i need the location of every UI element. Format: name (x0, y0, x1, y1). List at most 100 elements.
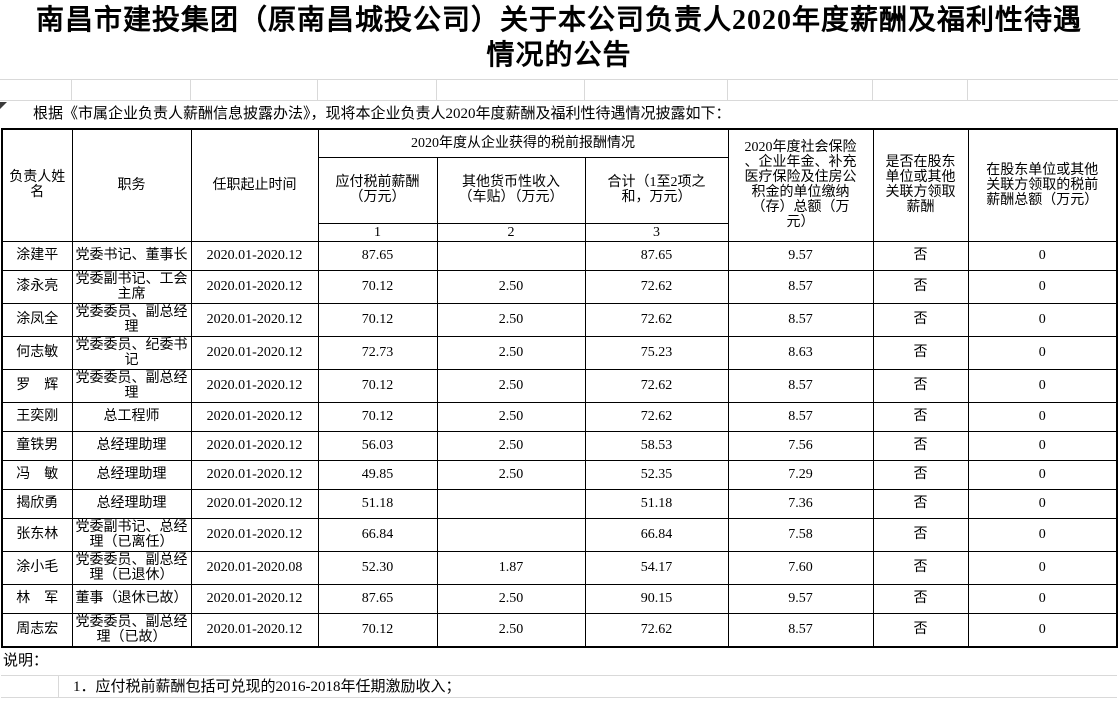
cell-related-amount: 0 (967, 488, 1118, 519)
cell-position: 党委副书记、总经理（已离任） (71, 517, 192, 552)
cell-term: 2020.01-2020.12 (190, 459, 319, 490)
cell-related-amount: 0 (967, 335, 1118, 370)
header-name: 负责人姓 名 (1, 128, 73, 242)
header-position: 职务 (71, 128, 192, 242)
table-row: 揭欣勇 总经理助理 2020.01-2020.12 51.18 51.18 7.… (1, 488, 1118, 519)
header-term: 任职起止时间 (190, 128, 319, 242)
cell-related-pay: 否 (872, 517, 969, 552)
cell-total: 75.23 (584, 335, 729, 370)
cell-related-pay: 否 (872, 583, 969, 614)
cell-pretax-salary: 70.12 (317, 269, 438, 304)
cell-related-amount: 0 (967, 459, 1118, 490)
gridline-cell (728, 80, 873, 100)
cell-social-insurance: 9.57 (727, 240, 874, 271)
cell-other-income: 1.87 (436, 550, 586, 585)
table-row: 涂小毛 党委委员、副总经理（已退休） 2020.01-2020.08 52.30… (1, 550, 1118, 585)
table-row: 林 军 董事（退休已故） 2020.01-2020.12 87.65 2.50 … (1, 583, 1118, 614)
cell-total: 72.62 (584, 368, 729, 403)
cell-total: 52.35 (584, 459, 729, 490)
table-row: 冯 敏 总经理助理 2020.01-2020.12 49.85 2.50 52.… (1, 459, 1118, 490)
page-title: 南昌市建投集团（原南昌城投公司）关于本公司负责人2020年度薪酬及福利性待遇 情… (0, 3, 1118, 73)
intro-text: 根据《市属企业负责人薪酬信息披露办法》，现将本企业负责人2020年度薪酬及福利性… (33, 106, 731, 122)
cell-social-insurance: 8.57 (727, 269, 874, 304)
cell-related-pay: 否 (872, 550, 969, 585)
note-item-text: 1．应付税前薪酬包括可兑现的2016-2018年任期激励收入； (73, 678, 461, 695)
cell-other-income: 2.50 (436, 459, 586, 490)
gridline-cell (191, 80, 318, 100)
note-indent-cell (1, 675, 59, 697)
header-col-number-1: 1 (317, 222, 438, 242)
cell-related-amount: 0 (967, 550, 1118, 585)
cell-total: 90.15 (584, 583, 729, 614)
cell-related-pay: 否 (872, 401, 969, 432)
table-row: 王奕刚 总工程师 2020.01-2020.12 70.12 2.50 72.6… (1, 401, 1118, 432)
table-row: 罗 辉 党委委员、副总经理 2020.01-2020.12 70.12 2.50… (1, 368, 1118, 403)
cell-social-insurance: 8.57 (727, 302, 874, 337)
cell-social-insurance: 8.57 (727, 401, 874, 432)
cell-name: 漆永亮 (1, 269, 73, 304)
cell-term: 2020.01-2020.12 (190, 368, 319, 403)
cell-position: 党委书记、董事长 (71, 240, 192, 271)
cell-other-income (436, 517, 586, 552)
cell-related-pay: 否 (872, 368, 969, 403)
cell-related-amount: 0 (967, 612, 1118, 647)
note-item-row: 1．应付税前薪酬包括可兑现的2016-2018年任期激励收入； (1, 674, 1117, 698)
gridline-cell (72, 80, 191, 100)
cell-other-income: 2.50 (436, 368, 586, 403)
header-related-pay: 是否在股东 单位或其他 关联方领取 薪酬 (872, 128, 969, 242)
header-social-insurance: 2020年度社会保险 、企业年金、补充 医疗保险及住房公 积金的单位缴纳 （存）… (727, 128, 874, 242)
cell-other-income (436, 240, 586, 271)
cell-position: 总经理助理 (71, 459, 192, 490)
cell-position: 董事（退休已故） (71, 583, 192, 614)
table-row: 何志敏 党委委员、纪委书记 2020.01-2020.12 72.73 2.50… (1, 335, 1118, 370)
salary-table-section: 负责人姓 名 职务 任职起止时间 2020年度从企业获得的税前报酬情况 2020… (1, 128, 1118, 698)
cell-total: 54.17 (584, 550, 729, 585)
cell-social-insurance: 7.29 (727, 459, 874, 490)
cell-name: 罗 辉 (1, 368, 73, 403)
table-row: 童铁男 总经理助理 2020.01-2020.12 56.03 2.50 58.… (1, 430, 1118, 461)
cell-total: 87.65 (584, 240, 729, 271)
cell-related-amount: 0 (967, 302, 1118, 337)
cell-pretax-salary: 70.12 (317, 368, 438, 403)
salary-table: 负责人姓 名 职务 任职起止时间 2020年度从企业获得的税前报酬情况 2020… (1, 128, 1118, 648)
cell-social-insurance: 9.57 (727, 583, 874, 614)
cell-name: 王奕刚 (1, 401, 73, 432)
cell-other-income (436, 488, 586, 519)
cell-position: 党委委员、纪委书记 (71, 335, 192, 370)
gridline-cell (0, 80, 72, 100)
cell-position: 总经理助理 (71, 488, 192, 519)
cell-related-pay: 否 (872, 459, 969, 490)
cell-other-income: 2.50 (436, 430, 586, 461)
cell-total: 51.18 (584, 488, 729, 519)
cell-related-amount: 0 (967, 269, 1118, 304)
cell-term: 2020.01-2020.12 (190, 240, 319, 271)
header-other-income: 其他货币性收入 （车贴）（万元） (436, 156, 586, 224)
cell-position: 党委副书记、工会主席 (71, 269, 192, 304)
cell-position: 总经理助理 (71, 430, 192, 461)
cell-related-amount: 0 (967, 240, 1118, 271)
cell-pretax-salary: 52.30 (317, 550, 438, 585)
cell-other-income: 2.50 (436, 302, 586, 337)
cell-pretax-salary: 72.73 (317, 335, 438, 370)
header-total: 合计（1至2项之 和，万元） (584, 156, 729, 224)
gridline-cell (968, 80, 1118, 100)
cell-related-pay: 否 (872, 269, 969, 304)
cell-related-amount: 0 (967, 430, 1118, 461)
cell-pretax-salary: 70.12 (317, 612, 438, 647)
table-row: 张东林 党委副书记、总经理（已离任） 2020.01-2020.12 66.84… (1, 517, 1118, 552)
cell-pretax-salary: 70.12 (317, 401, 438, 432)
cell-social-insurance: 8.57 (727, 368, 874, 403)
cell-position: 党委委员、副总经理（已故） (71, 612, 192, 647)
cell-other-income: 2.50 (436, 401, 586, 432)
cell-term: 2020.01-2020.12 (190, 583, 319, 614)
cell-related-pay: 否 (872, 430, 969, 461)
cell-position: 总工程师 (71, 401, 192, 432)
cell-term: 2020.01-2020.12 (190, 269, 319, 304)
cell-name: 张东林 (1, 517, 73, 552)
cell-social-insurance: 7.36 (727, 488, 874, 519)
cell-pretax-salary: 70.12 (317, 302, 438, 337)
cell-name: 何志敏 (1, 335, 73, 370)
cell-related-pay: 否 (872, 240, 969, 271)
table-row: 漆永亮 党委副书记、工会主席 2020.01-2020.12 70.12 2.5… (1, 269, 1118, 304)
